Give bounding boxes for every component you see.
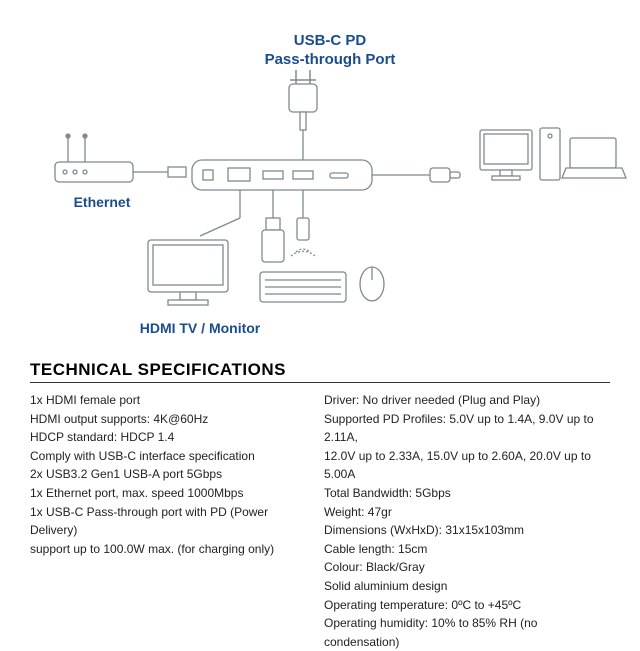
- label-usbc-pd-line2: Pass-through Port: [265, 51, 396, 68]
- spec-line: Cable length: 15cm: [324, 540, 610, 559]
- specs-title: TECHNICAL SPECIFICATIONS: [30, 360, 610, 383]
- usbc-cable-icon: [372, 168, 460, 182]
- hub-icon: [192, 160, 372, 190]
- specs-columns: 1x HDMI female portHDMI output supports:…: [30, 391, 610, 651]
- spec-line: Operating humidity: 10% to 85% RH (no co…: [324, 614, 610, 651]
- specs-section: TECHNICAL SPECIFICATIONS 1x HDMI female …: [30, 360, 610, 651]
- desktop-icon: [480, 128, 560, 180]
- specs-right-column: Driver: No driver needed (Plug and Play)…: [324, 391, 610, 651]
- spec-line: HDCP standard: HDCP 1.4: [30, 428, 316, 447]
- mouse-icon: [360, 267, 384, 301]
- label-hdmi: HDMI TV / Monitor: [120, 320, 280, 336]
- label-usbc-pd-line1: USB-C PD: [294, 32, 367, 49]
- router-icon: [55, 134, 186, 182]
- power-plug-icon: [289, 70, 317, 160]
- spec-line: Driver: No driver needed (Plug and Play): [324, 391, 610, 410]
- spec-line: 1x HDMI female port: [30, 391, 316, 410]
- keyboard-icon: [260, 272, 346, 302]
- spec-line: Operating temperature: 0ºC to +45ºC: [324, 596, 610, 615]
- spec-line: Weight: 47gr: [324, 503, 610, 522]
- spec-line: Supported PD Profiles: 5.0V up to 1.4A, …: [324, 410, 610, 447]
- spec-line: 2x USB3.2 Gen1 USB-A port 5Gbps: [30, 465, 316, 484]
- connectivity-diagram: USB-C PD Pass-through Port Ethernet HDMI…: [0, 0, 640, 350]
- flash-drive-icon: [262, 218, 284, 262]
- monitor-icon: [148, 218, 240, 305]
- spec-line: Colour: Black/Gray: [324, 558, 610, 577]
- label-usbc-pd: USB-C PD Pass-through Port: [245, 32, 415, 70]
- spec-line: 12.0V up to 2.33A, 15.0V up to 2.60A, 20…: [324, 447, 610, 484]
- label-ethernet: Ethernet: [62, 194, 142, 210]
- specs-left-column: 1x HDMI female portHDMI output supports:…: [30, 391, 316, 651]
- wireless-icon: [291, 218, 315, 256]
- laptop-icon: [562, 138, 626, 178]
- spec-line: HDMI output supports: 4K@60Hz: [30, 410, 316, 429]
- spec-line: 1x Ethernet port, max. speed 1000Mbps: [30, 484, 316, 503]
- spec-line: Comply with USB-C interface specificatio…: [30, 447, 316, 466]
- spec-line: Total Bandwidth: 5Gbps: [324, 484, 610, 503]
- spec-line: support up to 100.0W max. (for charging …: [30, 540, 316, 559]
- spec-line: Dimensions (WxHxD): 31x15x103mm: [324, 521, 610, 540]
- spec-line: Solid aluminium design: [324, 577, 610, 596]
- spec-line: 1x USB-C Pass-through port with PD (Powe…: [30, 503, 316, 540]
